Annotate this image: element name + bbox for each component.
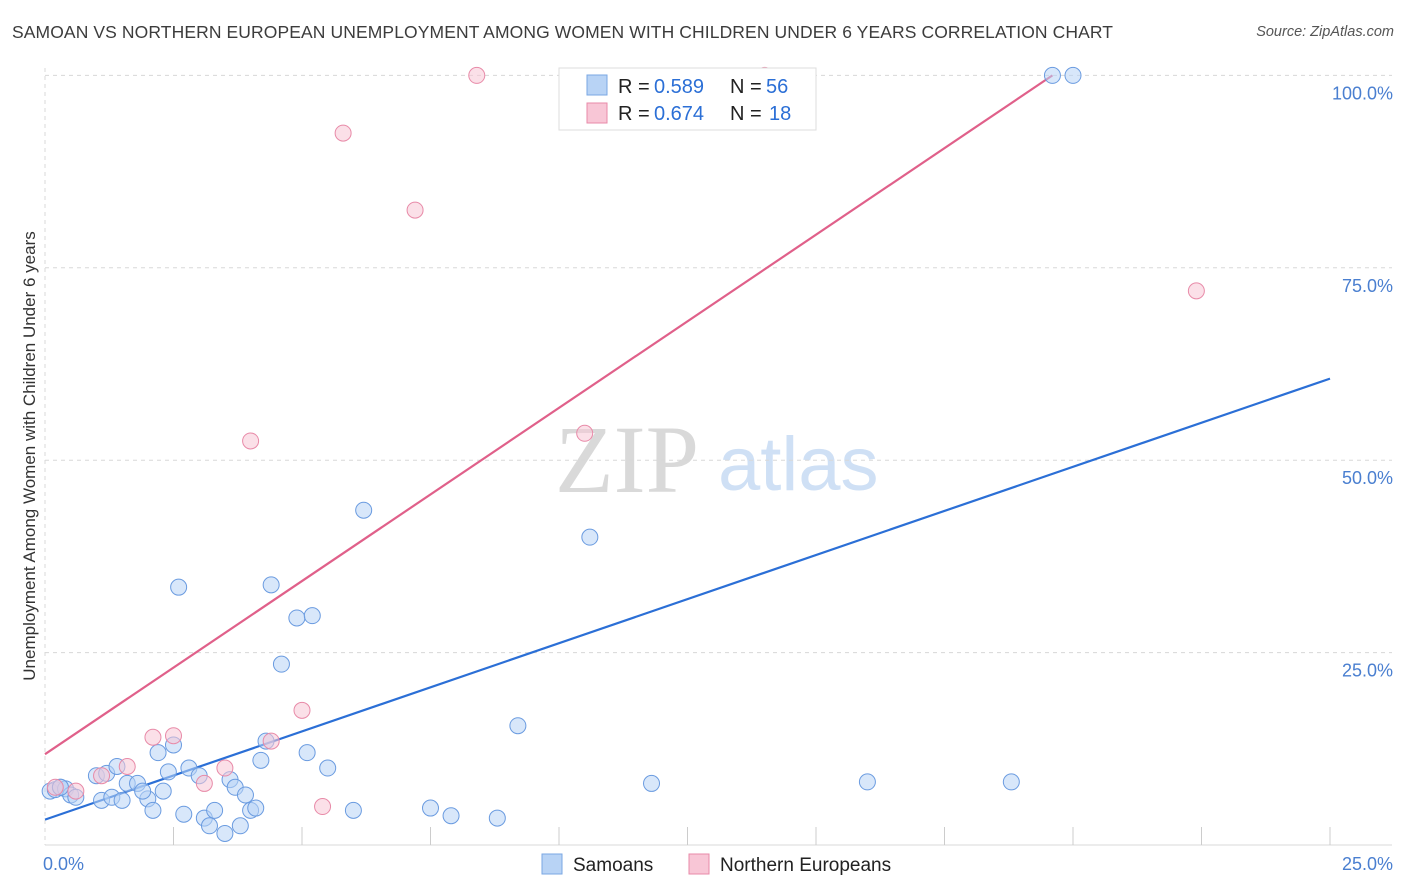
legend-n-value-1: 56 <box>766 76 788 98</box>
samoans-point <box>288 609 306 627</box>
tick-labels: 25.0% 50.0% 75.0% 100.0% 0.0% 25.0% <box>43 83 1393 874</box>
y-tick-label: 75.0% <box>1342 276 1393 296</box>
samoans-point <box>858 773 876 791</box>
samoans-point <box>149 744 167 762</box>
y-tick-label: 50.0% <box>1342 468 1393 488</box>
samoans-point <box>113 791 131 809</box>
legend: R = 0.589 N = 56 R = 0.674 N = 18 <box>558 67 817 131</box>
samoans-point <box>509 717 527 735</box>
bottom-legend-swatch-samoans <box>541 853 563 875</box>
samoans-point <box>159 763 177 781</box>
samoans-point <box>643 774 661 792</box>
y-tick-label: 100.0% <box>1332 83 1393 103</box>
samoans-point <box>154 782 172 800</box>
samoans-point <box>319 759 337 777</box>
watermark-zip: ZIP <box>555 406 699 513</box>
bottom-legend-swatch-northern-europeans <box>688 853 710 875</box>
chart-title: SAMOAN VS NORTHERN EUROPEAN UNEMPLOYMENT… <box>12 22 1114 42</box>
samoans-point <box>236 786 254 804</box>
y-axis-label: Unemployment Among Women with Children U… <box>20 231 39 680</box>
legend-swatch-samoans <box>586 74 608 96</box>
legend-n-value-2: 18 <box>769 103 791 125</box>
x-tick-label: 25.0% <box>1342 854 1393 874</box>
northern-europeans-point <box>293 701 311 719</box>
samoans-point <box>298 744 316 762</box>
northern-europeans-point <box>67 782 85 800</box>
northern-europeans-point <box>165 727 182 745</box>
northern-europeans-point <box>334 124 352 142</box>
samoans-point <box>216 824 234 842</box>
northern-europeans-point <box>46 778 64 796</box>
source-attribution: Source: ZipAtlas.com <box>1256 24 1394 40</box>
samoans-point <box>247 799 265 817</box>
legend-r-label-2: R = <box>618 103 650 125</box>
northern-europeans-point <box>118 758 136 775</box>
grid-lines <box>45 74 1392 654</box>
samoans-point <box>488 809 506 827</box>
northern-europeans-point <box>406 201 424 219</box>
samoans-point <box>442 807 460 825</box>
x-tick-label: 0.0% <box>43 854 84 874</box>
samoans-point <box>252 751 270 769</box>
northern-europeans-point <box>144 728 162 746</box>
northern-europeans-point <box>314 798 332 816</box>
northern-europeans-point <box>468 66 486 84</box>
samoans-point <box>175 805 193 823</box>
northern-europeans-point <box>576 424 594 442</box>
samoans-point <box>231 817 249 835</box>
samoans-point <box>200 817 218 835</box>
trend-line-northern-europeans <box>44 74 1054 756</box>
samoans-point <box>134 782 152 800</box>
northern-europeans-point <box>242 432 260 450</box>
samoans-point <box>344 801 362 819</box>
watermark-atlas: atlas <box>718 422 879 507</box>
samoans-point <box>262 576 280 594</box>
samoans-point <box>422 799 439 817</box>
samoans-point <box>1064 66 1082 84</box>
bottom-legend-label-samoans: Samoans <box>573 855 653 876</box>
northern-europeans-point <box>195 774 213 792</box>
y-tick-label: 25.0% <box>1342 661 1393 681</box>
bottom-legend: Samoans Northern Europeans <box>541 853 891 876</box>
legend-n-label-1: N = <box>730 76 762 98</box>
northern-europeans-point <box>216 759 234 777</box>
legend-r-value-2: 0.674 <box>654 103 704 125</box>
samoans-point <box>355 501 373 519</box>
samoans-point <box>581 528 599 546</box>
northern-europeans-point <box>93 767 111 785</box>
samoans-point <box>1043 66 1061 84</box>
samoans-point <box>1002 773 1020 791</box>
samoans-point <box>206 801 224 819</box>
data-points <box>41 66 1205 842</box>
samoans-point <box>144 801 162 819</box>
legend-n-label-2: N = <box>730 103 762 125</box>
samoans-point <box>303 607 321 625</box>
axes <box>44 68 1392 846</box>
legend-r-label-1: R = <box>618 76 650 98</box>
northern-europeans-point <box>1187 282 1205 300</box>
legend-swatch-northern-europeans <box>586 102 608 124</box>
legend-r-value-1: 0.589 <box>654 76 704 98</box>
samoans-point <box>272 655 290 673</box>
bottom-legend-label-northern-europeans: Northern Europeans <box>720 855 891 876</box>
northern-europeans-point <box>262 732 280 750</box>
samoans-point <box>170 578 188 596</box>
